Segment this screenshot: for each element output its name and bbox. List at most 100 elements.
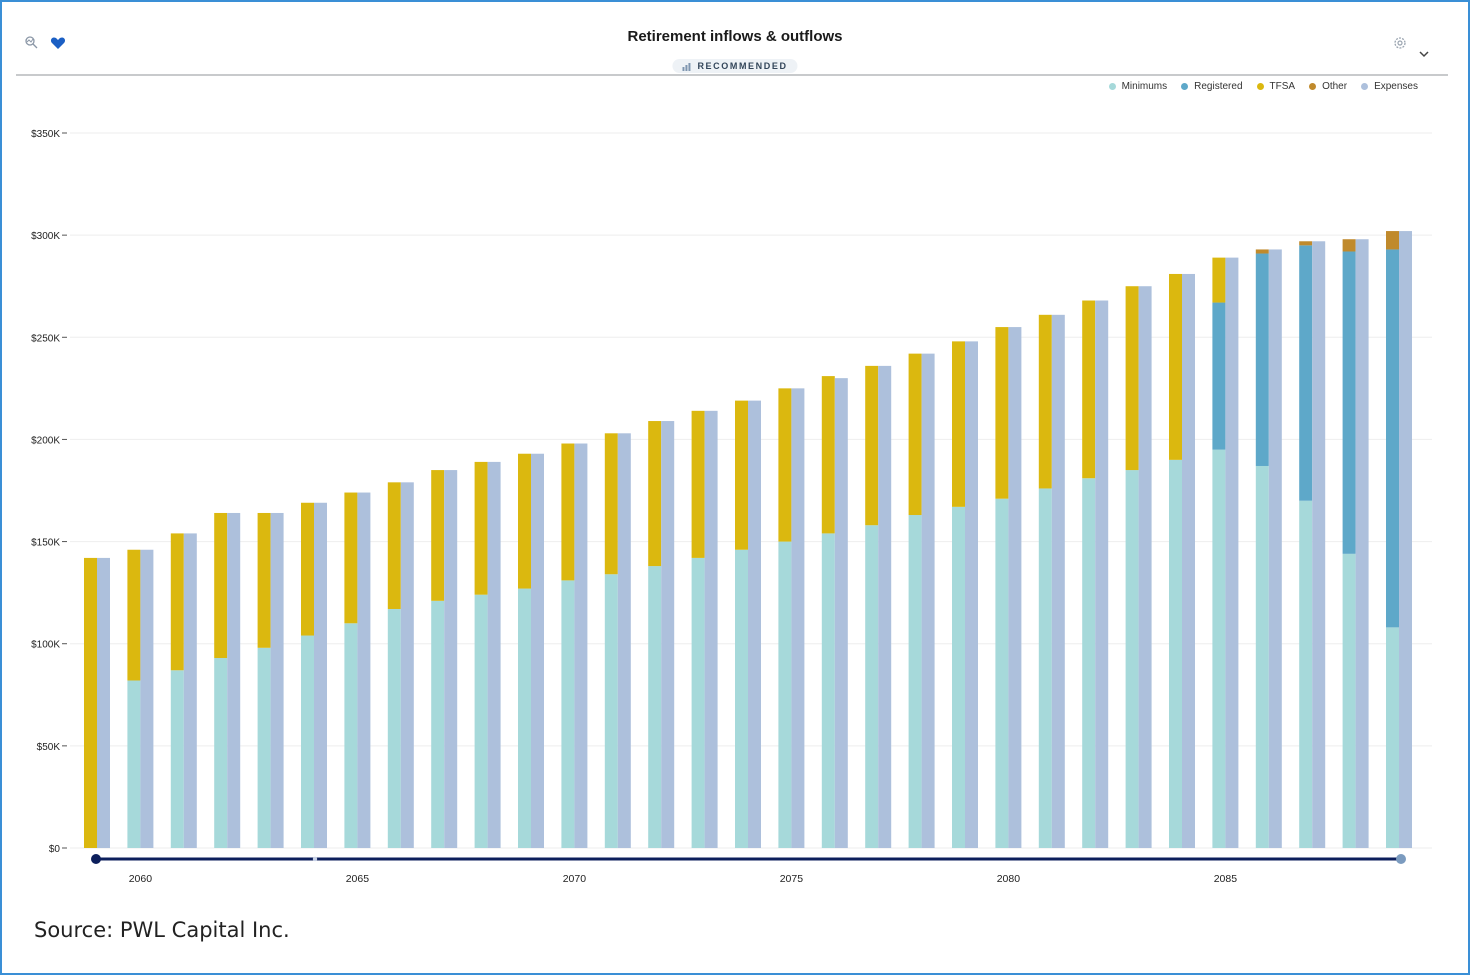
- bar-tfsa: [518, 453, 531, 589]
- y-tick-label: $50K: [37, 742, 61, 753]
- bar-expenses: [965, 341, 978, 848]
- bar-tfsa: [127, 549, 141, 681]
- bar-tfsa: [648, 421, 662, 567]
- bar-chart-icon: [682, 62, 691, 71]
- legend-item-tfsa[interactable]: TFSA: [1256, 81, 1296, 92]
- legend-label: Other: [1322, 81, 1348, 92]
- search-compare-icon[interactable]: [24, 35, 40, 51]
- y-tick-label: $300K: [31, 231, 60, 242]
- bar-tfsa: [344, 492, 358, 624]
- y-tick-label: $100K: [31, 640, 60, 651]
- header-left-icons: [24, 35, 66, 51]
- bar-expenses: [748, 400, 761, 848]
- bar-registered: [1212, 302, 1226, 450]
- bar-expenses: [1138, 286, 1152, 848]
- recommended-label: RECOMMENDED: [697, 61, 788, 71]
- bar-tfsa: [170, 533, 184, 671]
- bar-expenses: [183, 533, 197, 848]
- bar-minimums: [301, 635, 314, 848]
- source-note: Source: PWL Capital Inc.: [34, 918, 290, 942]
- bar-expenses: [97, 557, 110, 848]
- bar-minimums: [1255, 465, 1269, 848]
- bar-expenses: [1268, 249, 1282, 848]
- bar-expenses: [834, 378, 848, 848]
- bar-tfsa: [952, 341, 965, 507]
- bar-expenses: [661, 421, 675, 848]
- bar-tfsa: [604, 433, 618, 575]
- bar-minimums: [1212, 449, 1226, 848]
- bar-tfsa: [257, 512, 271, 648]
- bar-expenses: [1095, 300, 1109, 848]
- bar-tfsa: [84, 557, 97, 848]
- y-tick-label: $350K: [31, 129, 60, 140]
- range-slider-marker: [312, 856, 318, 862]
- range-slider-end-handle[interactable]: [1396, 854, 1406, 864]
- bar-expenses: [1355, 239, 1369, 848]
- bar-tfsa: [474, 461, 488, 595]
- range-slider-start-handle[interactable]: [91, 854, 101, 864]
- bar-other: [1255, 249, 1269, 254]
- bar-tfsa: [1125, 286, 1139, 471]
- bar-expenses: [531, 453, 544, 848]
- bar-expenses: [314, 502, 327, 848]
- legend-label: TFSA: [1269, 81, 1296, 92]
- bar-minimums: [952, 506, 965, 848]
- legend-item-other[interactable]: Other: [1309, 81, 1347, 92]
- bar-minimums: [561, 580, 575, 848]
- y-tick-label: $200K: [31, 435, 60, 446]
- bar-other: [1299, 241, 1313, 246]
- bar-minimums: [127, 680, 141, 848]
- bar-tfsa: [908, 353, 922, 516]
- bar-expenses: [1399, 231, 1412, 849]
- legend-swatch-registered: [1181, 83, 1189, 90]
- bar-minimums: [821, 533, 835, 848]
- bar-minimums: [1299, 500, 1313, 848]
- bar-expenses: [270, 512, 284, 848]
- y-tick-label: $250K: [31, 333, 60, 344]
- heart-icon[interactable]: [50, 35, 66, 51]
- bar-minimums: [344, 623, 358, 848]
- chart-legend: Minimums Registered TFSA Other Expenses: [1108, 81, 1418, 92]
- bar-minimums: [735, 549, 748, 848]
- bar-tfsa: [821, 376, 835, 534]
- bar-minimums: [778, 541, 792, 848]
- bar-minimums: [1038, 488, 1052, 848]
- bar-minimums: [691, 557, 705, 848]
- legend-item-expenses[interactable]: Expenses: [1361, 81, 1418, 92]
- bar-expenses: [140, 549, 154, 848]
- legend-swatch-tfsa: [1256, 83, 1264, 90]
- bar-tfsa: [865, 365, 879, 526]
- bar-tfsa: [1082, 300, 1096, 479]
- bar-registered: [1255, 253, 1269, 466]
- bar-registered: [1386, 249, 1399, 628]
- bar-tfsa: [561, 443, 575, 581]
- chevron-down-icon[interactable]: [1418, 47, 1434, 63]
- bar-minimums: [214, 658, 228, 848]
- bar-expenses: [357, 492, 371, 848]
- bar-minimums: [1082, 478, 1096, 848]
- bar-expenses: [400, 482, 414, 848]
- recommended-badge: RECOMMENDED: [672, 59, 798, 73]
- bar-tfsa: [691, 410, 705, 558]
- legend-item-minimums[interactable]: Minimums: [1108, 81, 1167, 92]
- legend-item-registered[interactable]: Registered: [1181, 81, 1243, 92]
- bar-minimums: [387, 608, 401, 848]
- x-tick-label: 2080: [997, 873, 1021, 885]
- settings-icon[interactable]: [1392, 35, 1408, 51]
- bar-minimums: [995, 498, 1009, 848]
- bar-minimums: [908, 515, 922, 848]
- x-tick-label: 2060: [129, 873, 153, 885]
- bar-expenses: [1008, 327, 1022, 849]
- bar-tfsa: [995, 327, 1009, 499]
- x-tick-label: 2065: [346, 873, 370, 885]
- bar-expenses: [1225, 257, 1239, 849]
- bar-tfsa: [214, 512, 228, 659]
- bar-tfsa: [1169, 273, 1182, 460]
- legend-swatch-expenses: [1361, 83, 1369, 90]
- y-tick-label: $150K: [31, 538, 60, 549]
- bar-minimums: [604, 574, 618, 848]
- bar-expenses: [1312, 241, 1326, 848]
- bar-minimums: [1169, 459, 1182, 848]
- bar-chart: $0 $50K $100K $150K $200K $250K $300K $350K 2060…: [31, 129, 1432, 885]
- bar-expenses: [227, 512, 241, 848]
